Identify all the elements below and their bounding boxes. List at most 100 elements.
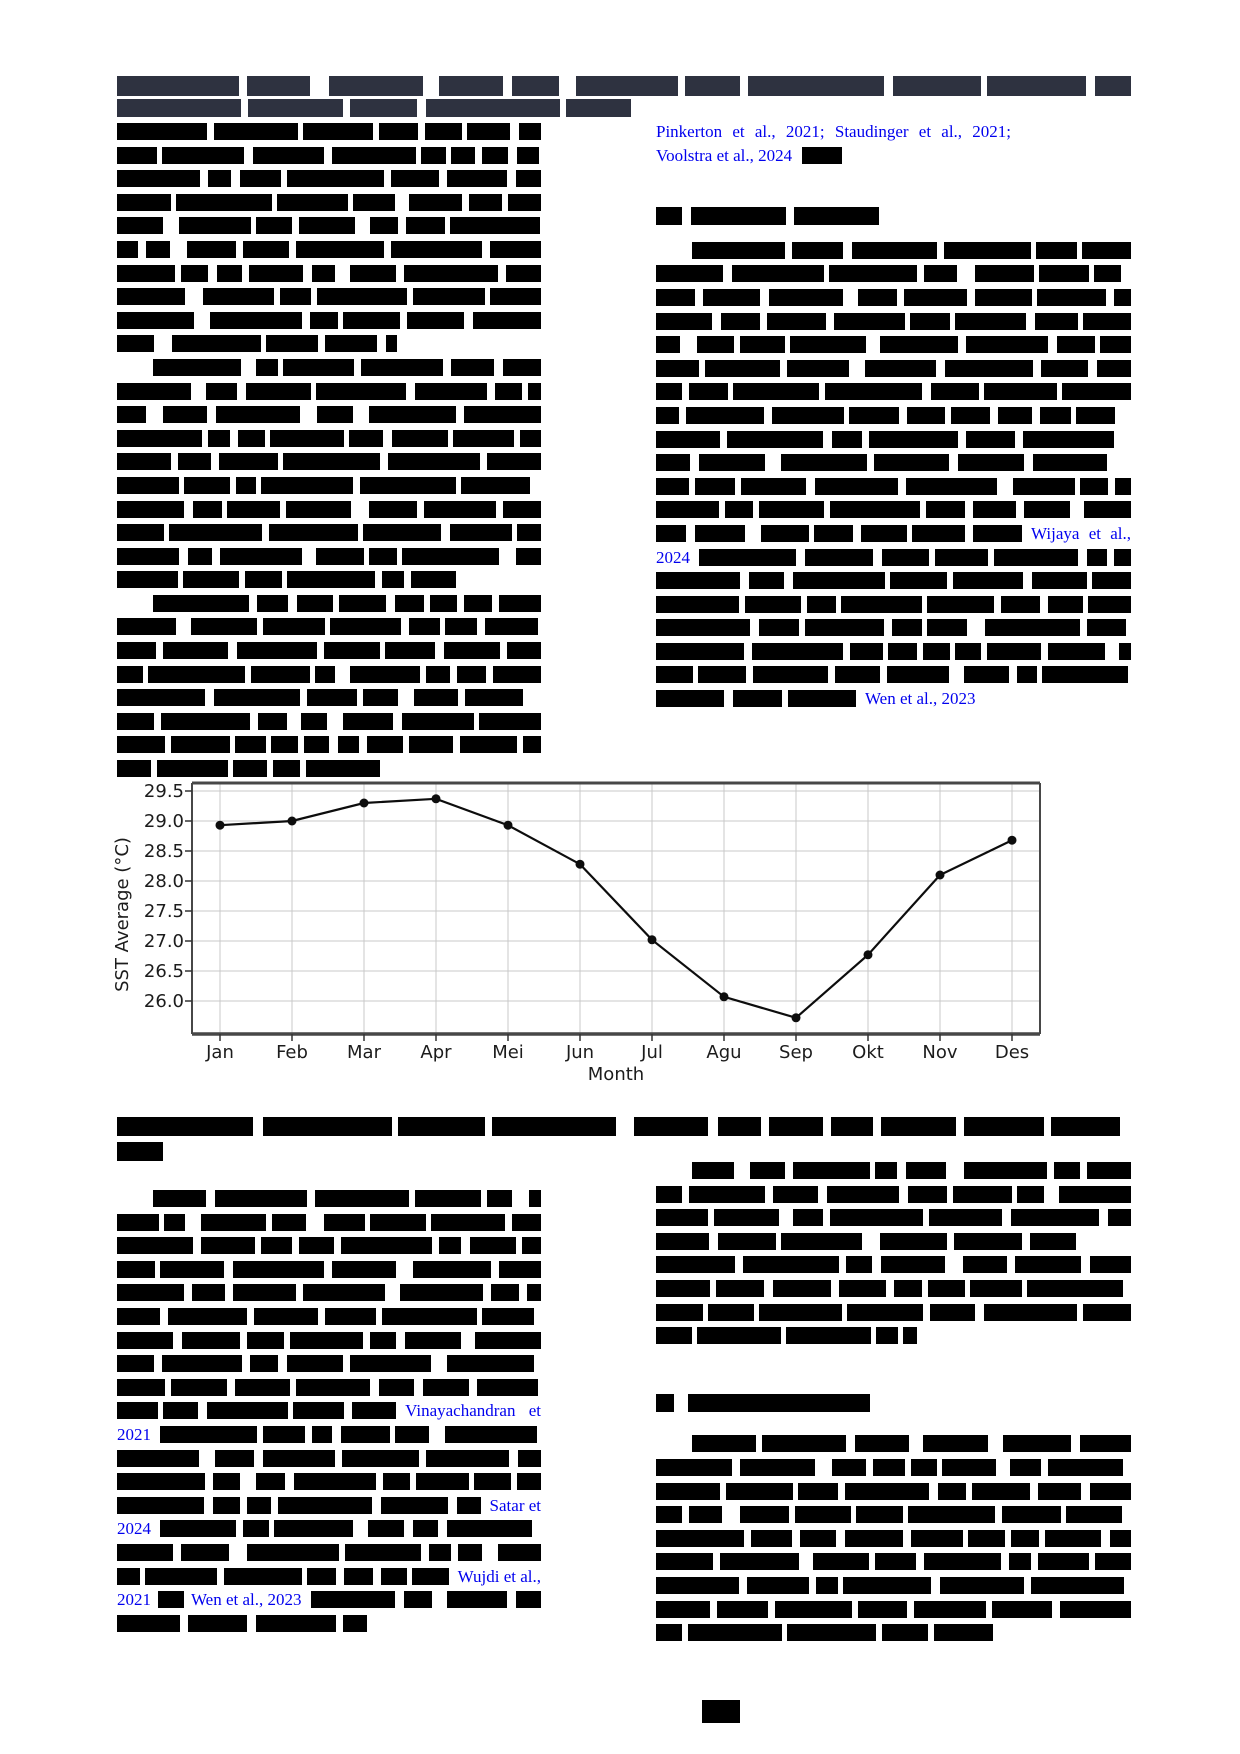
- citation-link-voolstra[interactable]: Voolstra et al., 2024: [656, 145, 793, 165]
- redacted-text-line: [656, 1482, 1131, 1500]
- redaction-block: [692, 1162, 1131, 1179]
- redacted-text-line: [117, 476, 541, 494]
- redaction-block: [699, 548, 1131, 566]
- y-tick-label: 27.0: [144, 931, 184, 952]
- redacted-text-line: [117, 170, 541, 188]
- chart-tick-marks: [185, 790, 1013, 1041]
- redacted-text-line: [656, 595, 1131, 613]
- redacted-text-line: [117, 547, 541, 565]
- redaction-block: [117, 1355, 541, 1373]
- redaction-block: [117, 146, 541, 164]
- y-axis-label-text: SST Average (°C): [112, 837, 133, 992]
- y-tick-label: 29.0: [144, 811, 184, 832]
- citation-link-satar-year[interactable]: 2024: [117, 1519, 151, 1539]
- column-left-top: [117, 123, 541, 784]
- figure-caption-redacted: [117, 1117, 1131, 1161]
- redaction-block: [117, 1543, 541, 1561]
- redacted-text-line: [656, 642, 1131, 660]
- redacted-text-line: [656, 1458, 1131, 1476]
- citation-link-wujdi-year[interactable]: 2021: [117, 1590, 151, 1610]
- citation-link-wen-upper[interactable]: Wen et al., 2023: [865, 689, 976, 709]
- redacted-text-line: 2024: [656, 547, 1131, 567]
- redacted-text-line: [656, 430, 1131, 448]
- redacted-text-line: [656, 1553, 1131, 1571]
- redacted-text-line: [117, 1213, 541, 1231]
- redacted-text-line: [117, 311, 541, 329]
- redacted-text-line: [656, 336, 1131, 354]
- redacted-text-line: [117, 1237, 541, 1255]
- data-point: [719, 992, 729, 1002]
- x-tick-label: Sep: [779, 1042, 813, 1063]
- citation-link-wijaya[interactable]: Wijaya et al.,: [1031, 523, 1131, 543]
- redacted-text-line: [656, 1506, 1131, 1524]
- redacted-text-line: [656, 383, 1131, 401]
- data-point: [935, 870, 945, 880]
- x-tick-label: Jun: [565, 1042, 594, 1063]
- redacted-text-line: [117, 500, 541, 518]
- redacted-text-line: [656, 1529, 1131, 1547]
- citation-link-wujdi[interactable]: Wujdi et al.,: [457, 1566, 541, 1586]
- figure-sst-line-chart: 26.0 26.5 27.0 27.5 28.0 28.5 29.0 29.5 Jan Feb Ma…: [112, 781, 1041, 1085]
- y-tick-label: 26.0: [144, 991, 184, 1012]
- redaction-block: [117, 1237, 541, 1255]
- redacted-text-line: [656, 1256, 1131, 1274]
- redacted-text-line: [117, 240, 541, 258]
- redacted-text-line: 2021: [117, 1424, 541, 1444]
- redacted-text-line: [117, 1543, 541, 1561]
- redaction-block: [117, 1496, 481, 1514]
- citation-link-wijaya-year[interactable]: 2024: [656, 547, 690, 567]
- redaction-block: [117, 500, 541, 518]
- redacted-text-line: Wujdi et al.,: [117, 1566, 541, 1586]
- redacted-text-line: Satar et: [117, 1495, 541, 1515]
- citation-link-vinayachandran[interactable]: Vinayachandran et: [405, 1401, 541, 1421]
- redacted-text-line: [656, 619, 1131, 637]
- citation-link-satar[interactable]: Satar et: [489, 1495, 541, 1515]
- citation-link-wen-lower[interactable]: Wen et al., 2023: [191, 1590, 302, 1610]
- redacted-text-line: [656, 1435, 1131, 1453]
- data-point: [791, 1013, 801, 1023]
- redaction-block: [117, 642, 541, 660]
- redaction-block: [691, 207, 786, 226]
- column-right-top: Pinkerton et al., 2021; Staudinger et al…: [656, 122, 1131, 714]
- redaction-block: [160, 1520, 541, 1538]
- redaction-block: [117, 1260, 541, 1278]
- citation-link-pinkerton-staudinger[interactable]: Pinkerton et al., 2021; Staudinger et al…: [656, 122, 1012, 141]
- redacted-text-line: [656, 501, 1131, 519]
- header-line-redacted: [117, 76, 1131, 96]
- redaction-block: [117, 382, 541, 400]
- redacted-text-line: 2021 Wen et al., 2023: [117, 1590, 541, 1610]
- redacted-text-line: [117, 689, 541, 707]
- y-tick-label: 26.5: [144, 961, 184, 982]
- redacted-text-line: [117, 1307, 541, 1325]
- paragraph-redacted: [656, 572, 1131, 684]
- citation-link-vinayachandran-year[interactable]: 2021: [117, 1424, 151, 1444]
- redacted-text-line: [117, 1614, 541, 1632]
- redaction-block: [656, 1256, 1131, 1274]
- chart-spines: [191, 781, 1041, 1036]
- x-tick-label: Okt: [852, 1042, 884, 1063]
- y-axis-label: SST Average (°C): [112, 837, 133, 992]
- redacted-text-line: [117, 594, 541, 612]
- redaction-block: [656, 1600, 1131, 1618]
- redacted-text-line: Voolstra et al., 2024: [656, 145, 1131, 165]
- redaction-block: [117, 1449, 541, 1467]
- data-point: [359, 798, 369, 808]
- redacted-text-line: 2024: [117, 1519, 541, 1539]
- redaction-block: [656, 1624, 998, 1642]
- redacted-text-line: [117, 1449, 541, 1467]
- redaction-block: [794, 207, 879, 226]
- redaction-block: [117, 736, 541, 754]
- paragraph-redacted: [117, 1543, 541, 1561]
- redaction-block: [117, 335, 397, 353]
- redaction-block: [656, 1482, 1131, 1500]
- redaction-block: [117, 406, 541, 424]
- redacted-text-line: [117, 642, 541, 660]
- x-tick-label: Apr: [420, 1042, 452, 1063]
- paragraph-redacted: [656, 1162, 1131, 1345]
- redaction-block: [656, 1303, 1131, 1321]
- x-tick-label: Mar: [347, 1042, 382, 1063]
- redacted-text-line: [656, 312, 1131, 330]
- redaction-block: [656, 288, 1131, 306]
- redaction-block: [656, 1553, 1131, 1571]
- redaction-block: [117, 1473, 541, 1491]
